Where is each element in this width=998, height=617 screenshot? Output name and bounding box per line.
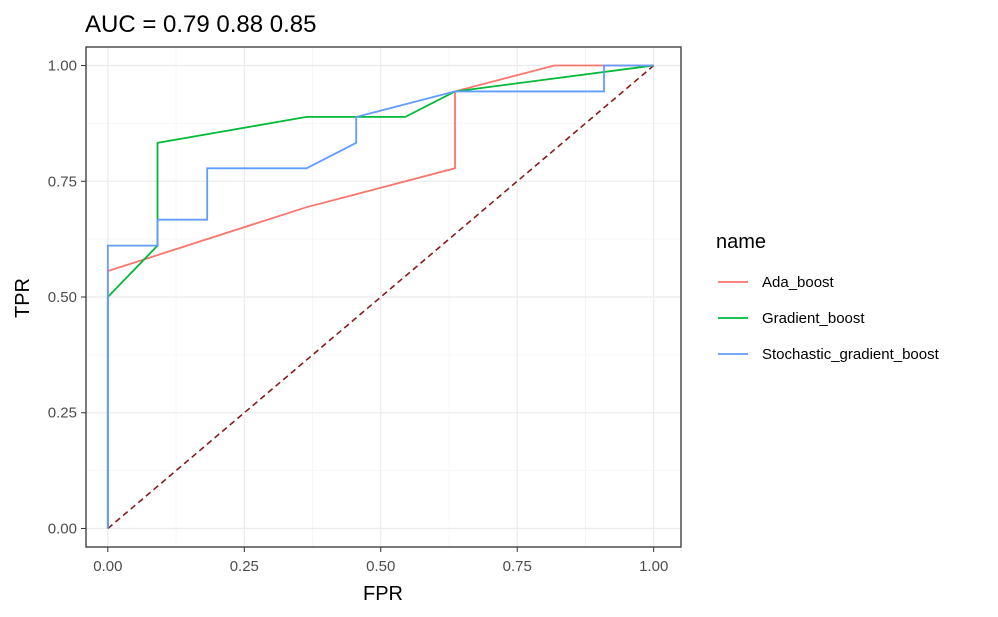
y-tick-label: 0.25 <box>48 405 77 422</box>
legend-label: Gradient_boost <box>762 310 865 327</box>
legend-label: Stochastic_gradient_boost <box>762 346 940 363</box>
legend-label: Ada_boost <box>762 274 835 291</box>
series-line-gradient-boost <box>106 64 654 529</box>
legend-item: Stochastic_gradient_boost <box>718 346 940 363</box>
grid <box>86 47 681 547</box>
axis-ticks: 0.00 0.25 0.50 0.75 1.00 0.00 0.25 0.50 0.75 1.00 <box>48 58 669 575</box>
legend-title: name <box>716 231 766 253</box>
legend-item: Gradient_boost <box>718 310 865 327</box>
series-line-ada-boost <box>106 64 654 529</box>
x-tick-label: 1.00 <box>639 558 668 575</box>
series-line-stochastic-gradient-boost <box>106 64 654 529</box>
y-tick-label: 0.50 <box>48 289 77 306</box>
y-tick-label: 1.00 <box>48 58 77 75</box>
x-tick-label: 0.50 <box>366 558 395 575</box>
y-axis-title: TPR <box>12 278 34 318</box>
x-tick-label: 0.75 <box>503 558 532 575</box>
x-tick-label: 0.25 <box>230 558 259 575</box>
legend-items: Ada_boost Gradient_boost Stochastic_gradie… <box>718 274 940 363</box>
y-tick-label: 0.00 <box>48 520 77 537</box>
x-axis-title: FPR <box>363 583 403 605</box>
x-tick-label: 0.00 <box>93 558 122 575</box>
series-lines <box>106 64 654 529</box>
chart-title: AUC = 0.79 0.88 0.85 <box>85 11 317 38</box>
y-tick-label: 0.75 <box>48 173 77 190</box>
legend-item: Ada_boost <box>718 274 835 291</box>
legend: name Ada_boost Gradient_boost Stochastic_g… <box>716 231 940 363</box>
